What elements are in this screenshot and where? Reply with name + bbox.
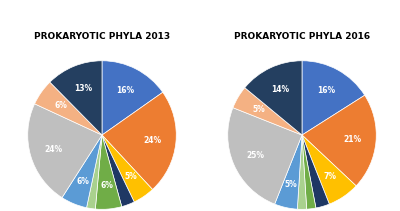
Wedge shape: [102, 61, 163, 135]
Wedge shape: [245, 61, 302, 135]
Text: 6%: 6%: [54, 101, 67, 111]
Wedge shape: [62, 135, 102, 208]
Text: 5%: 5%: [285, 180, 297, 189]
Wedge shape: [86, 135, 102, 209]
Text: 6%: 6%: [76, 177, 89, 186]
Text: 16%: 16%: [116, 86, 134, 95]
Wedge shape: [95, 135, 122, 209]
Wedge shape: [102, 135, 152, 202]
Wedge shape: [302, 95, 376, 186]
Text: 14%: 14%: [272, 85, 290, 94]
Text: 24%: 24%: [143, 136, 161, 145]
Wedge shape: [28, 104, 102, 198]
Text: 6%: 6%: [100, 181, 113, 190]
Wedge shape: [102, 135, 134, 207]
Text: 16%: 16%: [317, 86, 335, 95]
Text: 21%: 21%: [343, 135, 361, 144]
Wedge shape: [297, 135, 307, 209]
Wedge shape: [233, 88, 302, 135]
Title: PROKARYOTIC PHYLA 2016: PROKARYOTIC PHYLA 2016: [234, 32, 370, 41]
Text: 25%: 25%: [247, 151, 265, 160]
Text: 7%: 7%: [324, 172, 337, 181]
Title: PROKARYOTIC PHYLA 2013: PROKARYOTIC PHYLA 2013: [34, 32, 170, 41]
Text: 5%: 5%: [124, 172, 137, 181]
Wedge shape: [50, 61, 102, 135]
Wedge shape: [35, 82, 102, 135]
Text: 5%: 5%: [252, 105, 265, 114]
Wedge shape: [275, 135, 302, 209]
Text: 13%: 13%: [74, 84, 92, 93]
Wedge shape: [302, 61, 365, 135]
Wedge shape: [302, 135, 356, 204]
Wedge shape: [102, 92, 176, 189]
Wedge shape: [302, 135, 316, 209]
Wedge shape: [302, 135, 329, 208]
Text: 24%: 24%: [44, 145, 62, 154]
Wedge shape: [228, 108, 302, 204]
